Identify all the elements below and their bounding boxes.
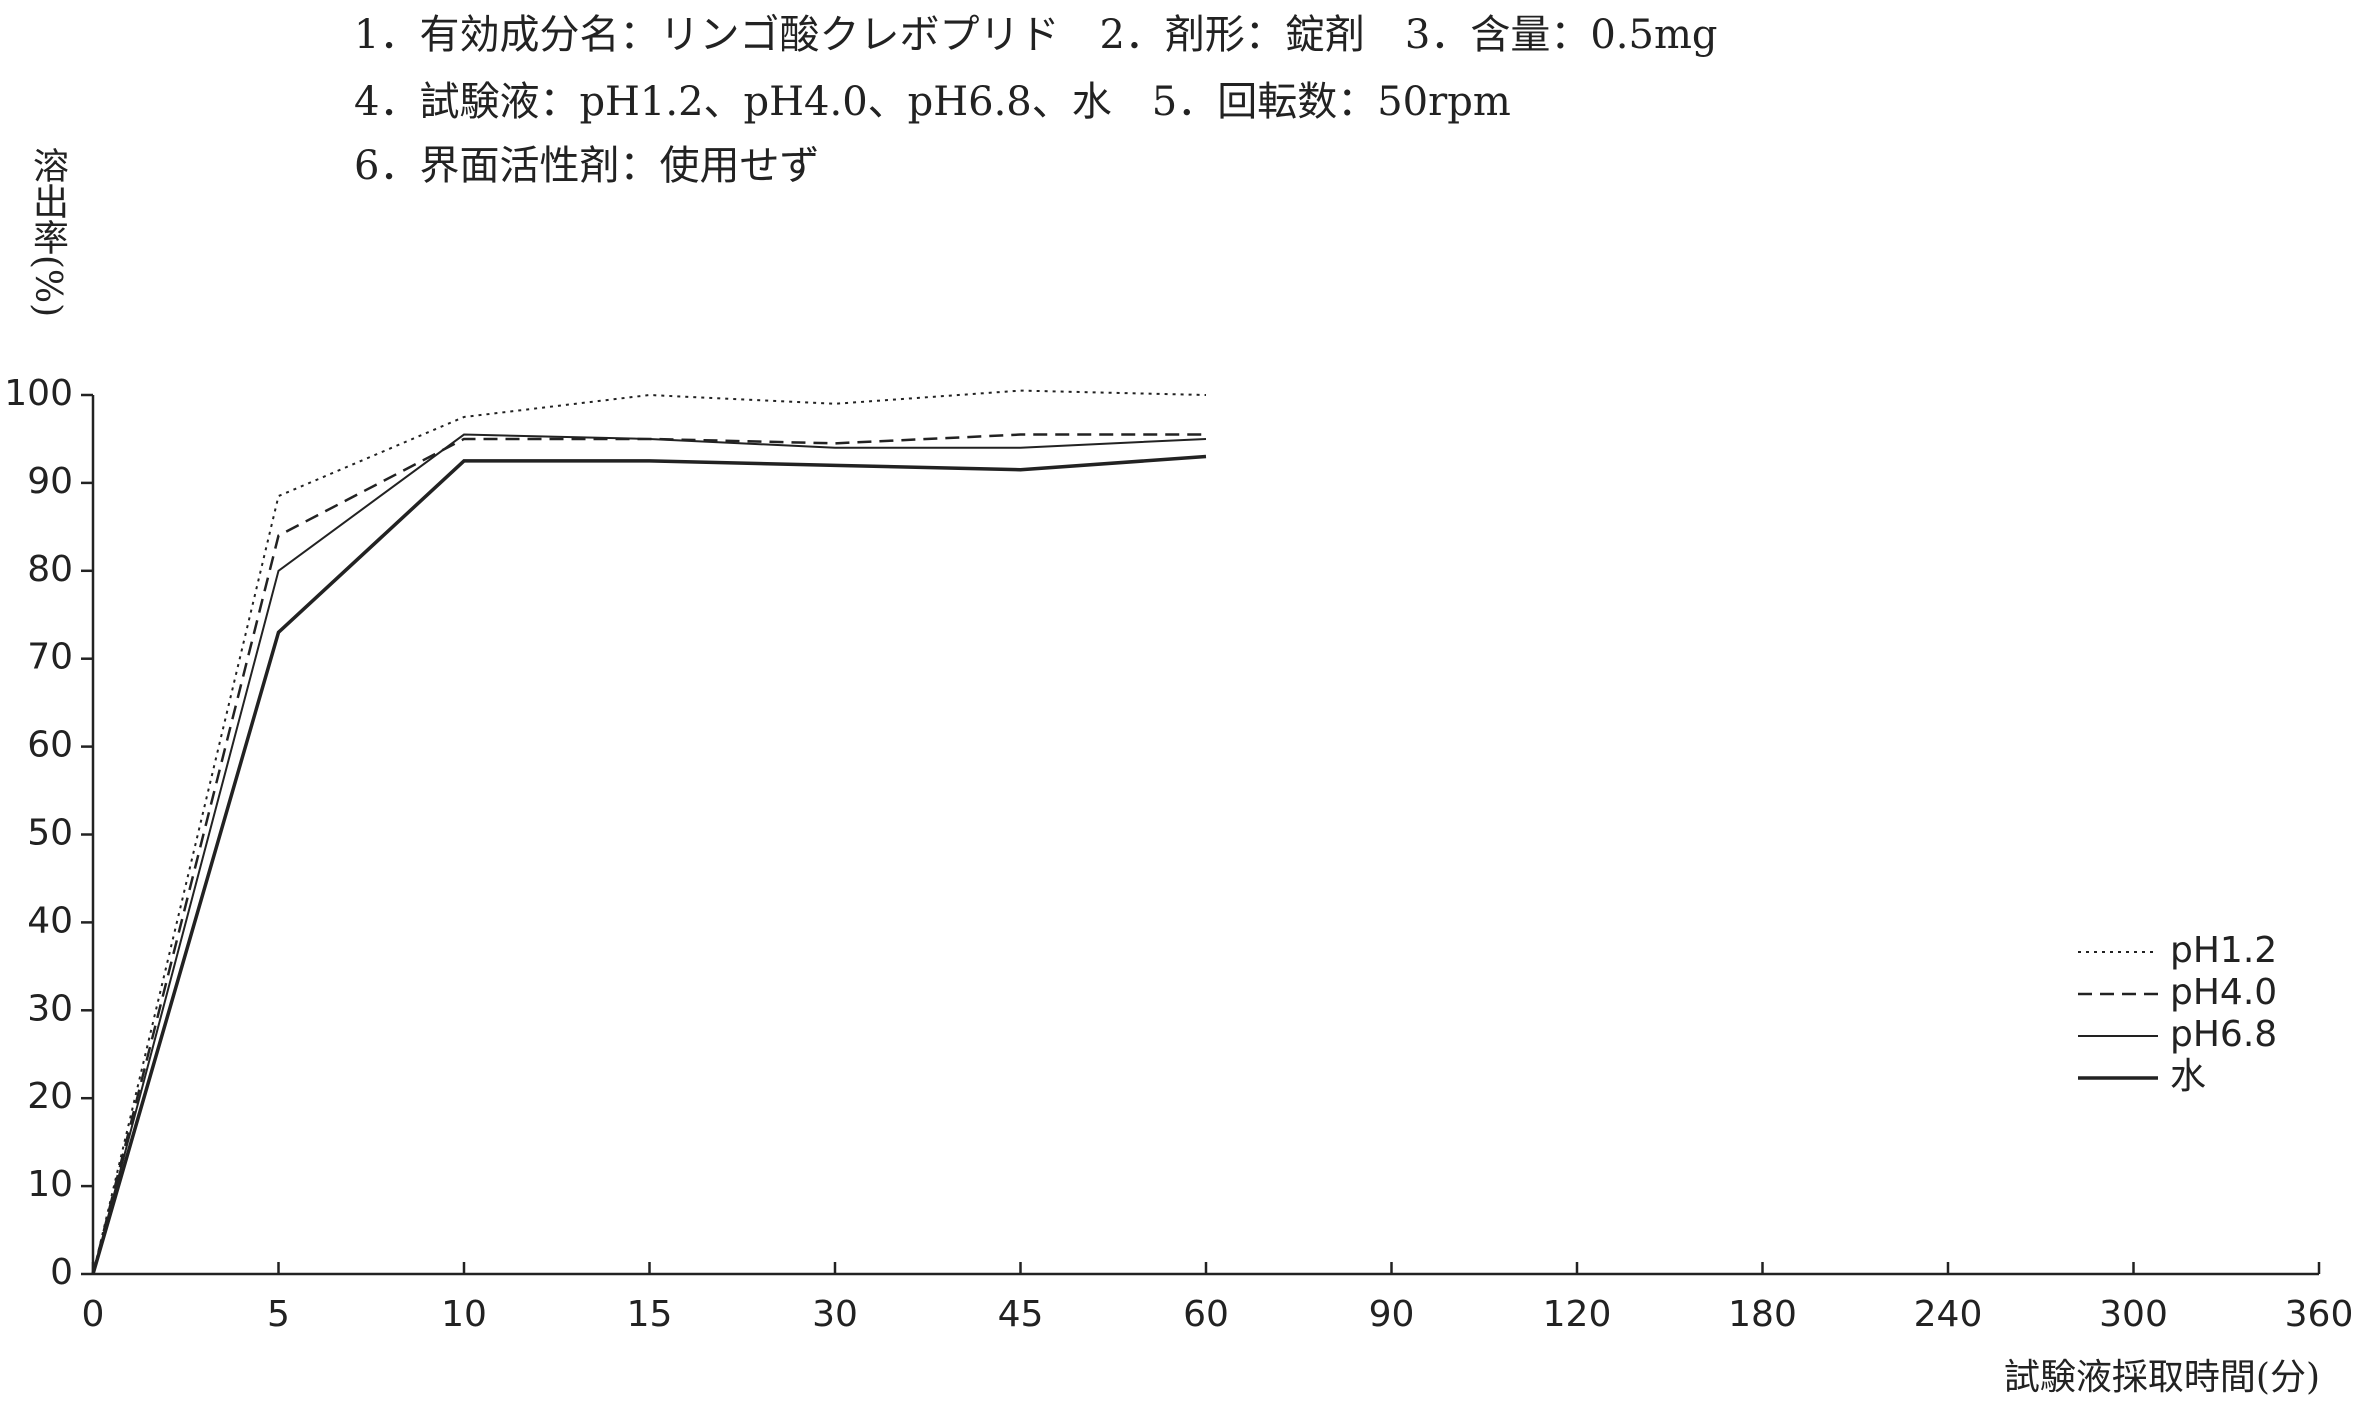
annotation: 1．有効成分名：リンゴ酸クレボプリド 2．剤形：錠剤 3．含量：0.5mg xyxy=(354,12,1718,58)
series-line xyxy=(91,454,1207,1275)
legend-label: pH1.2 xyxy=(2170,930,2277,971)
y-tick-label: 0 xyxy=(50,1252,73,1293)
x-tick-label: 10 xyxy=(441,1294,487,1335)
x-tick-label: 180 xyxy=(1728,1294,1797,1335)
x-tick-label: 5 xyxy=(267,1294,290,1335)
x-tick-label: 45 xyxy=(998,1294,1044,1335)
x-tick-label: 30 xyxy=(812,1294,858,1335)
y-axis-label: 溶出率(%) xyxy=(27,147,68,318)
y-tick-label: 100 xyxy=(4,373,73,414)
y-tick-label: 10 xyxy=(27,1164,73,1205)
annotation: 4．試験液：pH1.2、pH4.0、pH6.8、水 5．回転数：50rpm xyxy=(354,79,1511,125)
y-tick-label: 80 xyxy=(27,549,73,590)
x-tick-label: 240 xyxy=(1914,1294,1983,1335)
y-tick-label: 40 xyxy=(27,900,73,941)
x-axis-label: 試験液採取時間(分) xyxy=(2004,1357,2320,1398)
y-tick-label: 60 xyxy=(27,725,73,766)
legend-label: pH6.8 xyxy=(2170,1014,2277,1055)
y-tick-label: 20 xyxy=(27,1076,73,1117)
y-tick-label: 90 xyxy=(27,461,73,502)
x-tick-label: 60 xyxy=(1183,1294,1229,1335)
y-tick-label: 50 xyxy=(27,813,73,854)
x-tick-label: 15 xyxy=(627,1294,673,1335)
series-line xyxy=(92,433,1207,1275)
y-tick-label: 70 xyxy=(27,637,73,678)
annotation: 6．界面活性剤：使用せず xyxy=(354,143,819,189)
legend-label: pH4.0 xyxy=(2170,972,2277,1013)
x-tick-label: 300 xyxy=(2099,1294,2168,1335)
y-tick-label: 30 xyxy=(27,988,73,1029)
x-tick-label: 120 xyxy=(1543,1294,1612,1335)
x-tick-label: 360 xyxy=(2285,1294,2354,1335)
x-tick-label: 90 xyxy=(1369,1294,1415,1335)
legend-label: 水 xyxy=(2170,1056,2206,1097)
x-tick-label: 0 xyxy=(82,1294,105,1335)
